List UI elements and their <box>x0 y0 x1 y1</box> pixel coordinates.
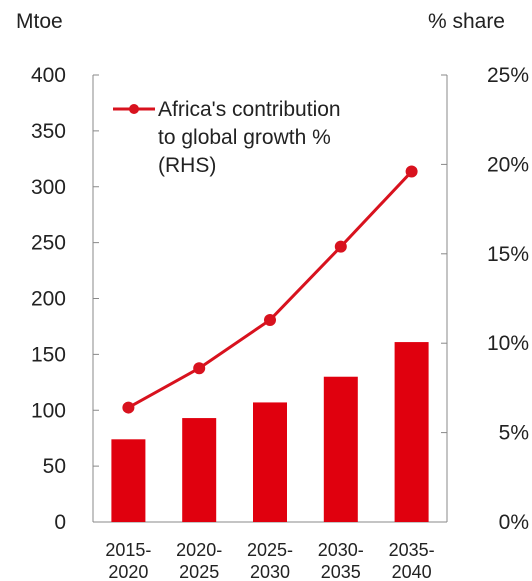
left-tick-label: 50 <box>43 455 66 478</box>
line-point <box>122 401 135 414</box>
right-tick-label: 20% <box>487 153 529 176</box>
right-tick-label: 0% <box>499 511 529 534</box>
legend-marker-swatch <box>129 104 139 114</box>
left-tick-label: 100 <box>31 399 66 422</box>
left-tick-label: 200 <box>31 288 66 311</box>
legend-label-line-2: to global growth % <box>158 126 331 149</box>
bar <box>323 376 358 522</box>
legend: Africa's contribution to global growth %… <box>113 98 341 177</box>
line-point <box>334 240 347 253</box>
bar <box>394 342 429 522</box>
left-tick-label: 300 <box>31 176 66 199</box>
bar <box>111 439 146 522</box>
line-series <box>122 165 418 414</box>
right-tick-label: 15% <box>487 243 529 266</box>
right-tick-label: 25% <box>487 64 529 87</box>
right-axis-unit-label: % share <box>428 10 505 33</box>
x-tick-label: 2020- <box>176 540 222 560</box>
left-tick-label: 400 <box>31 64 66 87</box>
x-tick-label: 2015- <box>105 540 151 560</box>
legend-label-line-3: (RHS) <box>158 154 216 177</box>
x-tick-label: 2025- <box>247 540 293 560</box>
line-point <box>193 362 206 375</box>
right-tick-label: 5% <box>499 422 529 445</box>
x-tick-label: 2030 <box>250 562 290 581</box>
left-tick-label: 350 <box>31 120 66 143</box>
bar <box>182 418 217 522</box>
left-tick-label: 150 <box>31 343 66 366</box>
x-tick-label: 2025 <box>179 562 219 581</box>
right-tick-label: 10% <box>487 332 529 355</box>
x-tick-label: 2040 <box>392 562 432 581</box>
left-tick-label: 0 <box>54 511 66 534</box>
x-tick-label: 2035 <box>321 562 361 581</box>
x-axis-ticks: 2015- 2020 2020- 2025 2025- 2030 2030- 2035 2035… <box>105 540 434 581</box>
left-axis-unit-label: Mtoe <box>16 10 63 33</box>
left-tick-label: 250 <box>31 232 66 255</box>
x-tick-label: 2030- <box>318 540 364 560</box>
left-axis-ticks: 400 350 300 250 200 150 100 50 0 <box>31 64 99 534</box>
bar-series <box>111 342 429 522</box>
line-path <box>127 170 413 409</box>
bar <box>253 402 287 522</box>
legend-label-line-1: Africa's contribution <box>158 98 341 121</box>
right-axis-ticks: 25% 20% 15% 10% 5% 0% <box>441 64 529 534</box>
x-tick-label: 2035- <box>389 540 435 560</box>
x-tick-label: 2020 <box>108 562 148 581</box>
line-point <box>405 165 418 178</box>
line-point <box>264 313 276 326</box>
